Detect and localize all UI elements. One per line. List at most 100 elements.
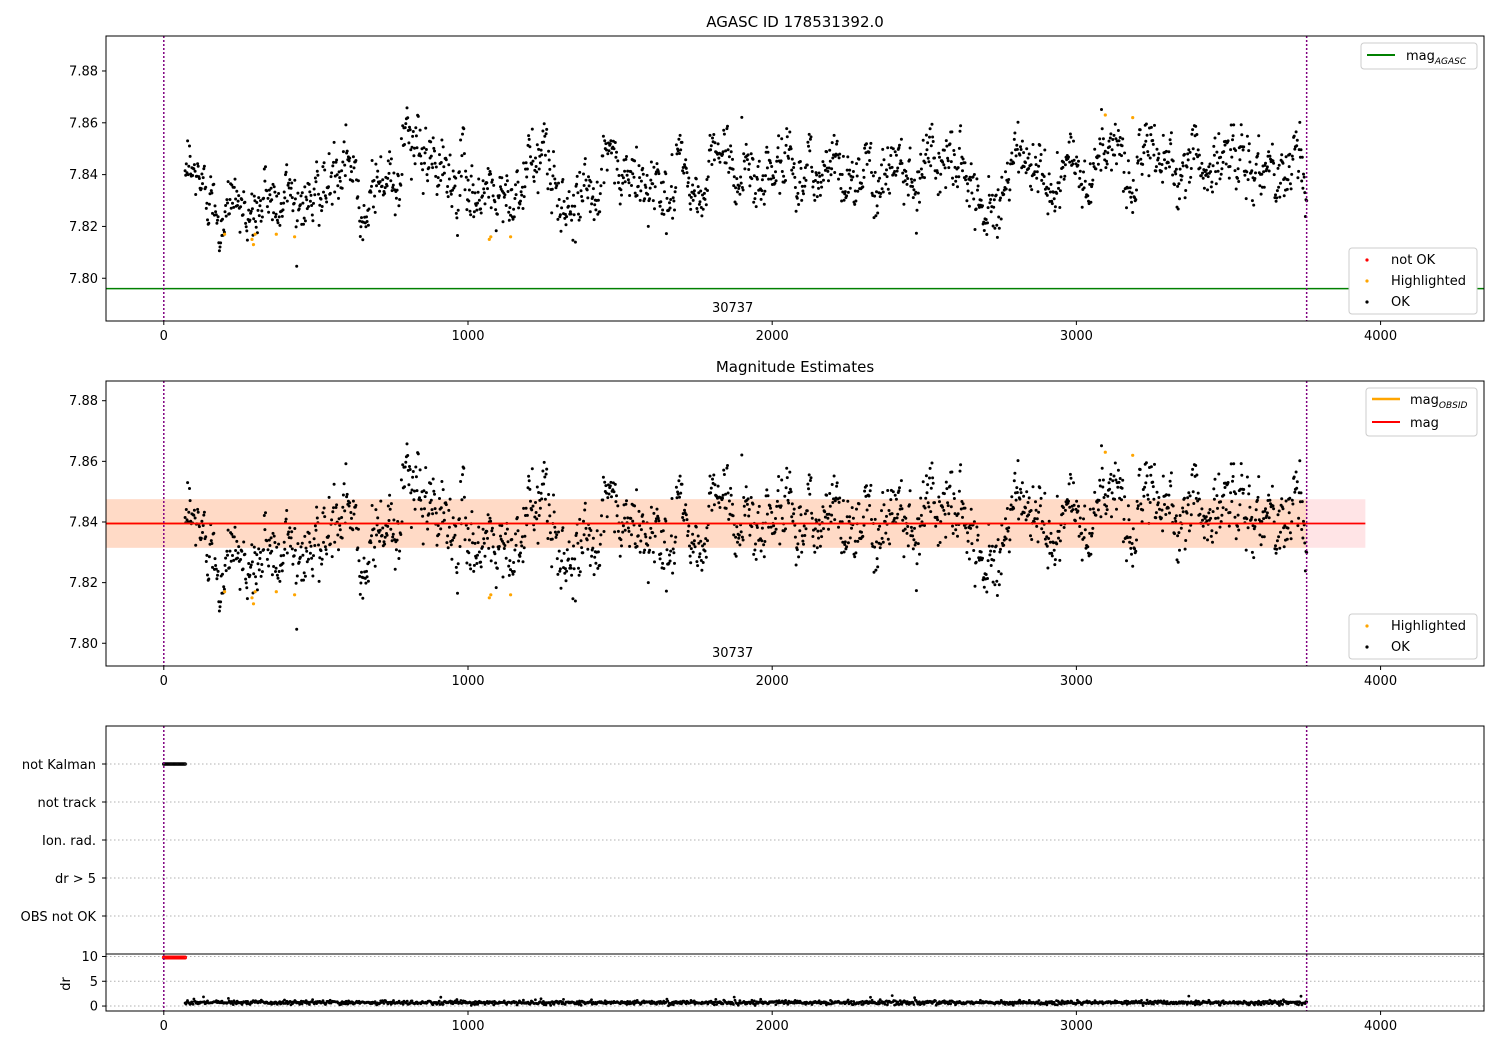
p1-ok-point	[701, 561, 705, 564]
p1-ok-point	[1287, 511, 1291, 515]
p1-ok-point	[382, 540, 386, 544]
p0-ok-point	[538, 161, 542, 165]
p0-ok-point	[1295, 144, 1299, 148]
p1-ok-point	[447, 508, 451, 512]
p1-ok-point	[759, 549, 763, 553]
p1-ok-point	[1236, 513, 1240, 517]
p1-ok-point	[619, 538, 623, 542]
p0-ok-point	[1233, 169, 1237, 173]
p0-ok-point	[194, 193, 198, 196]
p1-ok-point	[1194, 496, 1198, 500]
p0-ok-point	[1247, 142, 1251, 146]
p1-ok-point	[1073, 519, 1077, 523]
p1-ok-point	[562, 551, 566, 555]
p0-ok-point	[736, 190, 739, 194]
p0-ok-point	[658, 204, 662, 208]
p0-ok-point	[1245, 170, 1249, 174]
p1-ok-point	[753, 548, 757, 552]
p0-ok-point	[837, 177, 840, 181]
p1-ok-point	[731, 514, 735, 518]
p0-ok-point	[539, 148, 543, 152]
p1-ok-point	[1072, 503, 1076, 507]
p1-ok-point	[1179, 526, 1183, 530]
p0-ok-point	[818, 193, 822, 197]
p1-ok-point	[1213, 477, 1217, 481]
p1-ok-point	[1080, 531, 1084, 535]
p1-ok-point	[468, 563, 472, 567]
p0-ok-point	[343, 174, 347, 178]
p1-ok-point	[436, 524, 440, 527]
p1-ok-point	[576, 541, 580, 545]
p0-ok-point	[413, 146, 416, 150]
p1-ok-point	[1027, 496, 1031, 500]
p1-ok-point	[788, 487, 792, 491]
p1-ok-point	[1164, 493, 1168, 497]
p1-ok-point	[961, 502, 965, 506]
p1-ok-point	[532, 528, 536, 532]
p1-ok-point	[995, 579, 999, 583]
p0-ok-point	[247, 208, 251, 212]
p1-ok-point	[1211, 540, 1214, 544]
dr-point	[455, 998, 459, 1001]
p0-ok-point	[370, 159, 374, 162]
p1-ok-point	[700, 568, 704, 572]
p1-ok-point	[1178, 514, 1182, 517]
p1-ok-point	[696, 534, 700, 538]
p0-ok-point	[456, 234, 459, 237]
p0-ok-point	[971, 175, 975, 179]
p0-ok-point	[477, 198, 481, 202]
p0-ok-point	[996, 188, 1000, 192]
p1-ok-point	[573, 557, 577, 561]
p1-ok-point	[519, 540, 523, 544]
p1-ok-point	[323, 545, 327, 549]
p0-ok-point	[1234, 149, 1238, 152]
p0-ok-point	[1282, 194, 1286, 198]
p0-ok-point	[664, 232, 668, 236]
p1-ok-point	[789, 490, 793, 494]
p1-ok-point	[673, 540, 677, 544]
p0-ok-point	[899, 137, 903, 141]
dr-point	[1152, 1002, 1155, 1006]
p0-ok-point	[794, 209, 798, 213]
p0-ok-point	[919, 152, 923, 156]
p1-ok-point	[315, 516, 319, 520]
p0-ok-point	[820, 173, 824, 177]
p0-ok-point	[1062, 160, 1065, 164]
p0-ok-point	[1063, 174, 1067, 178]
p0-ok-point	[248, 218, 252, 222]
p1-ok-point	[1149, 465, 1153, 469]
p0-ok-point	[1123, 151, 1127, 155]
p1-ok-point	[565, 548, 569, 552]
p1-ok-point	[876, 565, 880, 569]
p1-ok-point	[1245, 475, 1249, 479]
p1-ok-point	[373, 564, 377, 568]
p0-ok-point	[829, 173, 833, 177]
p0-ok-point	[433, 149, 436, 153]
p0-ok-point	[802, 176, 806, 180]
p1-ok-point	[1292, 475, 1296, 479]
p1-ok-point	[1230, 500, 1234, 503]
p1-ok-point	[709, 491, 713, 495]
p0-ok-point	[913, 178, 916, 182]
p0-ok-point	[886, 187, 890, 191]
p0-ok-point	[1088, 162, 1092, 166]
p1-ok-point	[238, 587, 242, 591]
p0-ok-point	[245, 238, 249, 242]
p1-ok-point	[665, 548, 669, 552]
p0-highlighted-point	[489, 235, 493, 239]
p1-ok-point	[1174, 519, 1178, 523]
p1-ok-point	[490, 529, 494, 533]
p1-ok-point	[767, 525, 771, 529]
p0-ok-point	[663, 190, 666, 194]
p1-ok-point	[388, 507, 392, 511]
p1-ok-point	[495, 566, 499, 570]
p0-ok-point	[999, 196, 1002, 200]
p1-ok-point	[1219, 520, 1223, 524]
p0-ok-point	[1052, 197, 1056, 201]
p1-ok-point	[407, 483, 411, 487]
p1-ok-point	[214, 564, 218, 567]
p1-ok-point	[1176, 560, 1180, 564]
p1-ok-point	[846, 499, 850, 503]
p0-ok-point	[1299, 148, 1303, 152]
p1-ok-point	[545, 519, 549, 523]
